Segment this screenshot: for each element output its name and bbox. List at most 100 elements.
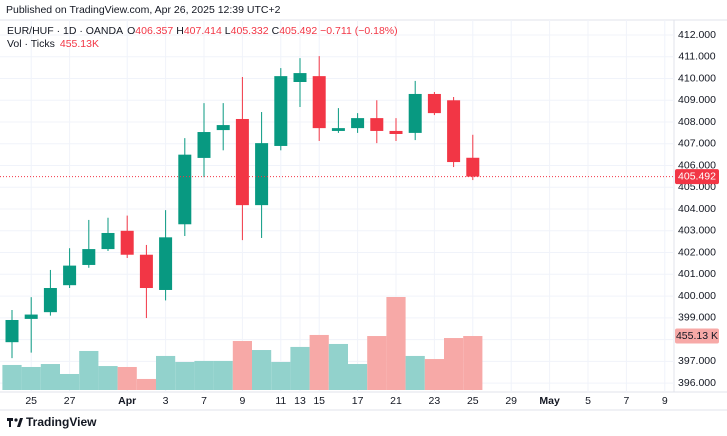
- ohlc-value: 406.357: [135, 25, 173, 37]
- y-tick-label: 400.000: [678, 290, 716, 302]
- x-tick-label: 21: [390, 395, 402, 407]
- candle-body: [139, 254, 153, 289]
- candle-body: [82, 249, 96, 265]
- ohlc-value: 405.492: [279, 25, 317, 37]
- volume-bar: [328, 343, 348, 390]
- volume-bar: [213, 360, 233, 390]
- volume-title: Vol · Ticks: [7, 38, 55, 50]
- y-tick-label: 408.000: [678, 116, 716, 128]
- candle-body: [5, 319, 19, 343]
- volume-bar: [252, 350, 272, 390]
- candle-body: [101, 232, 115, 250]
- y-tick-label: 403.000: [678, 225, 716, 237]
- x-tick-label: 9: [662, 395, 668, 407]
- x-tick-label: 7: [201, 395, 207, 407]
- x-tick-label: 23: [429, 395, 441, 407]
- candle-body: [159, 237, 173, 290]
- y-tick-label: 397.000: [678, 355, 716, 367]
- volume-badge-label: 455.13 K: [676, 330, 718, 342]
- price-badge-label: 405.492: [678, 170, 716, 182]
- plot: [0, 56, 674, 390]
- symbol: EUR/HUF · 1D · OANDA: [7, 25, 123, 37]
- volume-bar: [463, 336, 483, 390]
- x-tick-label: Apr: [118, 395, 136, 407]
- candle-body: [216, 125, 230, 131]
- legend-header: EUR/HUF · 1D · OANDA O 406.357 H 407.414 L 405…: [7, 25, 398, 50]
- y-tick-label: 404.000: [678, 203, 716, 215]
- volume-bar: [367, 336, 387, 390]
- volume-bar: [60, 373, 80, 390]
- y-tick-label: 399.000: [678, 312, 716, 324]
- x-tick-label: May: [539, 395, 560, 407]
- candle-body: [312, 76, 326, 129]
- brand-name: TradingView: [26, 415, 97, 429]
- price-badge: [675, 169, 719, 185]
- x-tick-label: 5: [585, 395, 591, 407]
- volume-bar: [232, 341, 252, 390]
- candle-body: [351, 118, 365, 129]
- x-tick-label: 29: [505, 395, 517, 407]
- x-tick-label: 25: [25, 395, 37, 407]
- y-tick-label: 411.000: [678, 51, 715, 63]
- volume-bar: [348, 364, 368, 390]
- candle-body: [274, 76, 288, 146]
- candle-body: [43, 288, 57, 313]
- volume-bar: [386, 297, 406, 390]
- volume-bar: [194, 360, 214, 390]
- candle-body: [24, 314, 38, 319]
- candle-body: [447, 100, 461, 163]
- grid: [0, 20, 674, 392]
- volume-bar: [309, 334, 329, 390]
- y-tick-label: 406.000: [678, 159, 716, 171]
- x-tick-label: 11: [275, 395, 286, 407]
- candle-body: [408, 93, 422, 133]
- volume-bar: [156, 355, 176, 390]
- candle-body: [197, 132, 211, 158]
- ohlc-value: 405.332: [231, 25, 269, 37]
- volume-bar: [2, 364, 22, 390]
- volume-bar: [424, 359, 444, 390]
- candle-body: [427, 93, 441, 114]
- volume-bar: [290, 346, 310, 390]
- ohlc-label: L: [225, 25, 231, 37]
- candle-body: [178, 154, 192, 225]
- y-tick-label: 412.000: [678, 29, 716, 41]
- candle-body: [120, 230, 134, 255]
- volume-bar: [271, 362, 291, 390]
- volume-bar: [136, 378, 156, 390]
- y-tick-label: 402.000: [678, 246, 716, 258]
- y-tick-label: 396.000: [678, 377, 716, 389]
- candle-body: [293, 73, 307, 82]
- candle-body: [63, 265, 77, 286]
- candle-body: [235, 118, 249, 206]
- x-tick-label: 7: [623, 395, 629, 407]
- volume-bar: [40, 364, 60, 390]
- volume-value: 455.13K: [60, 38, 99, 50]
- x-tick-label: 17: [352, 395, 364, 407]
- x-tick-label: 3: [163, 395, 169, 407]
- change: −0.711 (−0.18%): [320, 25, 397, 37]
- x-tick-label: 25: [467, 395, 479, 407]
- x-tick-label: 15: [313, 395, 325, 407]
- volume-badge: [675, 328, 719, 344]
- x-tick-label: 13: [294, 395, 306, 407]
- volume-bar: [405, 355, 425, 390]
- ohlc-label: O: [127, 25, 135, 37]
- y-tick-label: 409.000: [678, 94, 716, 106]
- volume-bar: [117, 366, 137, 390]
- ohlc-label: C: [272, 25, 280, 37]
- ohlc-label: H: [176, 25, 184, 37]
- volume-bar: [79, 350, 99, 390]
- x-tick-label: 9: [239, 395, 245, 407]
- candle-body: [389, 130, 403, 134]
- candle-body: [331, 128, 345, 131]
- candle-body: [255, 143, 269, 206]
- volume-bar: [21, 366, 41, 390]
- brand-logo: [7, 418, 23, 427]
- y-tick-label: 407.000: [678, 138, 716, 150]
- candle-body: [370, 118, 384, 131]
- x-tick-label: 27: [64, 395, 76, 407]
- ohlc-value: 407.414: [184, 25, 222, 37]
